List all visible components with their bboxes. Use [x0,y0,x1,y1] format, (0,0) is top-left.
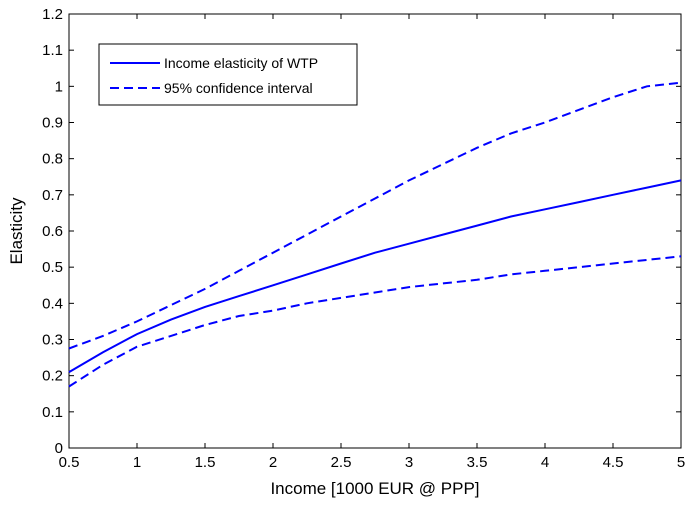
y-tick-label-2: 0.2 [42,368,63,385]
y-axis-ticks: 0 0.1 0.2 0.3 0.4 0.5 0.6 0.7 0.8 0.9 1 1.1 1.2 [42,6,681,457]
y-tick-label-12: 1.2 [42,6,63,23]
legend-label-wtp: Income elasticity of WTP [164,55,318,71]
x-axis-label: Income [1000 EUR @ PPP] [270,479,479,498]
y-tick-label-0: 0 [55,440,63,457]
x-tick-label-6: 3.5 [467,454,488,471]
x-tick-label-5: 3 [405,454,413,471]
x-tick-label-3: 2 [269,454,277,471]
x-axis-ticks: 0.5 1 1.5 2 2.5 3 3.5 4 4.5 5 [59,14,685,471]
legend-box [98,43,358,106]
x-tick-label-1: 1 [133,454,141,471]
y-axis-label: Elasticity [7,197,26,265]
y-tick-label-3: 0.3 [42,332,63,349]
x-tick-label-7: 4 [541,454,549,471]
x-tick-label-2: 1.5 [195,454,216,471]
y-tick-label-7: 0.7 [42,187,63,204]
elasticity-line-0 [68,179,682,373]
x-tick-label-4: 2.5 [331,454,352,471]
y-tick-label-5: 0.5 [42,259,63,276]
x-tick-label-0: 0.5 [59,454,80,471]
y-tick-label-8: 0.8 [42,151,63,168]
y-tick-label-6: 0.6 [42,223,63,240]
y-tick-label-4: 0.4 [42,295,63,312]
y-tick-label-10: 1 [55,78,63,95]
series-layer [68,81,682,388]
ci-line-2 [68,255,682,388]
x-tick-label-8: 4.5 [603,454,624,471]
ci-line-1 [68,81,682,350]
legend: Income elasticity of WTP 95% confidence … [98,43,358,106]
legend-label-ci: 95% confidence interval [164,80,313,96]
y-tick-label-9: 0.9 [42,115,63,132]
y-tick-label-11: 1.1 [42,42,63,59]
y-tick-label-1: 0.1 [42,404,63,421]
x-tick-label-9: 5 [677,454,685,471]
